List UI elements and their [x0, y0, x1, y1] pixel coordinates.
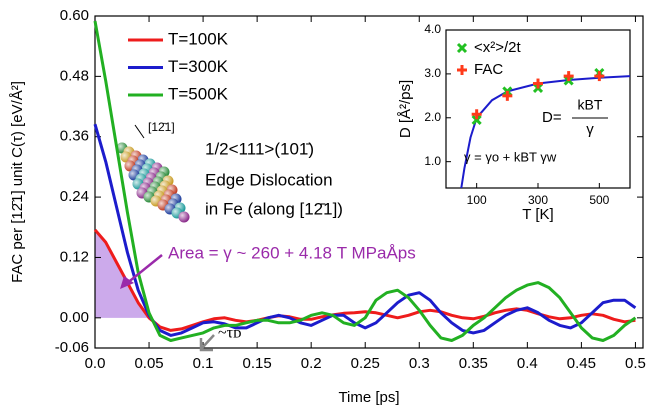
legend-marker [457, 65, 467, 75]
direction-arrow [134, 124, 145, 139]
series-line [93, 20, 637, 342]
dislocation-line2: Edge Dislocation [205, 170, 333, 189]
formula-gamma: γ = γo + kBT γw [464, 149, 557, 164]
formula-d-num: kBT [578, 97, 603, 113]
legend-label: T=300K [168, 57, 229, 76]
inset-y-tick-label: 1.0 [424, 154, 441, 168]
y-tick-label: 0.48 [60, 67, 89, 84]
inset-legend-label: FAC [474, 61, 503, 78]
inset-x-tick-label: 500 [589, 193, 609, 207]
direction-label: [12̄1] [148, 120, 175, 134]
inset-x-tick-label: 100 [467, 193, 487, 207]
formula-d-lhs: D= [542, 109, 562, 126]
y-tick-label: 0.24 [60, 188, 89, 205]
series-line [93, 123, 637, 337]
y-tick-label: 0.36 [60, 128, 89, 145]
tau-arrowhead [199, 338, 213, 352]
x-tick-label: 0.15 [243, 355, 272, 372]
plus-marker [594, 71, 605, 82]
y-tick-label: -0.06 [55, 339, 89, 356]
tau-annotation: ~τᴅ [218, 325, 241, 342]
x-tick-label: 0.2 [301, 355, 322, 372]
inset-y-label: D [Å²/ps] [397, 80, 414, 138]
x-tick-label: 0.4 [517, 355, 538, 372]
fit-curve [460, 75, 630, 188]
plus-marker [563, 71, 574, 82]
plus-marker [471, 109, 482, 120]
inset-frame [445, 29, 631, 189]
inset-y-tick-label: 2.0 [424, 110, 441, 124]
series-line [93, 228, 636, 332]
inset-x-tick-label: 300 [528, 193, 548, 207]
y-tick-label: 0.60 [60, 7, 89, 24]
atom-shine [178, 211, 190, 223]
dislocation-line3: in Fe (along [12̄1]) [205, 199, 343, 218]
area-arrowhead [120, 276, 134, 289]
marker-stroke [471, 114, 482, 126]
dislocation-image [116, 142, 190, 223]
tau-arrow [201, 334, 215, 349]
y-tick-label: 0.00 [60, 309, 89, 326]
cross-marker [471, 114, 482, 126]
inset-x-label: T [K] [522, 206, 553, 223]
x-tick-label: 0.05 [134, 355, 163, 372]
x-tick-label: 0.35 [459, 355, 488, 372]
x-tick-label: 0.3 [409, 355, 430, 372]
x-tick-label: 0.45 [567, 355, 596, 372]
x-tick-label: 0.0 [85, 355, 106, 372]
inset-y-tick-label: 4.0 [424, 22, 441, 36]
dislocation-line1: 1/2<111>(101̄) [205, 139, 314, 158]
x-tick-label: 0.5 [625, 355, 646, 372]
plus-marker [502, 90, 513, 101]
inset-y-tick-label: 3.0 [424, 66, 441, 80]
legend-marker [456, 42, 468, 54]
area-arrow [125, 254, 163, 285]
x-tick-label: 0.25 [351, 355, 380, 372]
plus-marker [533, 78, 543, 89]
plot-frame [94, 15, 644, 349]
legend-label: T=100K [168, 29, 229, 48]
y-tick-label: 0.12 [60, 248, 89, 265]
x-axis-label: Time [ps] [338, 389, 399, 406]
legend-label: T=500K [168, 84, 229, 103]
inset-legend-label: <x²>/2t [474, 39, 522, 56]
x-tick-label: 0.1 [193, 355, 214, 372]
formula-d-den: γ [586, 121, 594, 138]
y-axis-label: FAC per [12̄1] unit C(τ) [eV/Å²] [9, 81, 26, 283]
marker-stroke [456, 42, 468, 54]
area-annotation: Area = γ ~ 260 + 4.18 T MPaÅps [168, 243, 416, 262]
